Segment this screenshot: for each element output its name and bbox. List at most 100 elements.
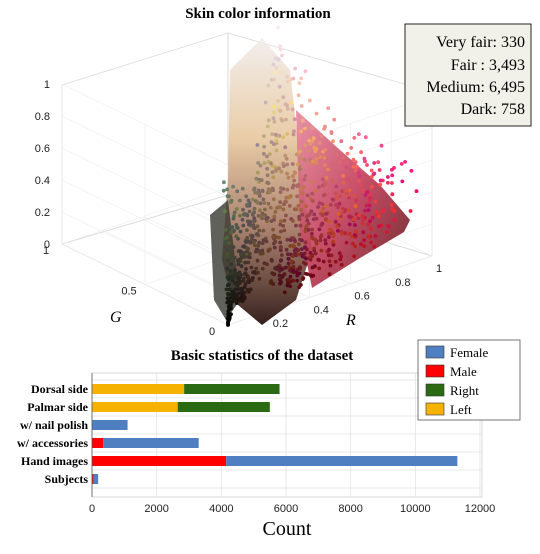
scatter-point — [296, 93, 301, 98]
scatter-point — [273, 70, 277, 75]
scatter-point — [353, 244, 358, 249]
scatter-point — [272, 119, 277, 124]
scatter-point — [252, 270, 257, 275]
scatter-point — [336, 211, 341, 216]
scatter-point — [244, 194, 249, 199]
scatter-point — [231, 184, 236, 189]
scatter-point — [231, 245, 236, 250]
scatter-point — [326, 167, 330, 172]
scatter-point — [376, 214, 381, 219]
scatter-point — [340, 231, 344, 236]
scatter-point — [242, 296, 247, 301]
scatter-point — [319, 134, 324, 139]
scatter-point — [321, 193, 326, 198]
scatter-point — [242, 254, 247, 259]
scatter-point — [274, 267, 279, 271]
scatter-point — [243, 282, 248, 287]
scatter-point — [353, 168, 358, 173]
scatter-point — [347, 195, 351, 200]
scatter-point — [285, 187, 290, 192]
scatter-point — [301, 276, 306, 280]
scatter-point — [294, 223, 298, 228]
scatter-point — [259, 178, 264, 183]
scatter-point — [240, 186, 245, 191]
scatter-point — [300, 156, 304, 161]
scatter-point — [282, 228, 287, 233]
scatter-point — [286, 277, 291, 282]
g-tick-label: 0.5 — [121, 286, 136, 298]
scatter-point — [390, 173, 395, 178]
scatter-point — [351, 164, 356, 169]
scatter-point — [370, 215, 375, 220]
scatter-point — [256, 161, 260, 165]
scatter-point — [229, 198, 234, 203]
scatter-point — [285, 106, 290, 111]
scatter-point — [226, 255, 231, 259]
scatter-point — [281, 95, 286, 100]
scatter-point — [272, 245, 277, 250]
scatter-point — [232, 272, 237, 277]
scatter-point — [386, 175, 390, 179]
scatter-point — [297, 81, 302, 86]
scatter-point — [268, 205, 273, 210]
scatter-point — [288, 244, 293, 248]
scatter-point — [260, 188, 265, 193]
b-tick-label: 0.6 — [35, 143, 50, 155]
scatter-point — [290, 107, 295, 112]
scatter-point — [363, 193, 368, 197]
scatter-point — [277, 84, 282, 89]
scatter-point — [255, 232, 259, 236]
scatter-point — [317, 185, 321, 190]
bar-male — [92, 438, 104, 448]
scatter-point — [300, 254, 305, 259]
scatter-point — [308, 273, 313, 278]
scatter-point — [229, 312, 233, 316]
scatter-point — [279, 169, 284, 174]
scatter-point — [327, 235, 331, 240]
scatter-point — [336, 228, 340, 233]
scatter-point — [337, 201, 342, 206]
scatter-point — [326, 231, 331, 236]
scatter-point — [269, 219, 274, 224]
scatter-point — [271, 241, 276, 246]
scatter-point — [291, 236, 296, 241]
scatter-point — [338, 194, 342, 198]
scatter-title: Skin color information — [185, 6, 331, 22]
scatter-point — [271, 197, 276, 202]
scatter-point — [245, 202, 249, 207]
scatter-point — [333, 259, 338, 264]
scatter-point — [306, 228, 311, 232]
bar-right — [177, 402, 270, 412]
scatter-point — [242, 272, 247, 276]
scatter-point — [316, 153, 321, 158]
scatter-point — [301, 123, 306, 128]
scatter-point — [285, 171, 289, 176]
scatter-point — [341, 181, 346, 185]
scatter-point — [264, 216, 268, 221]
scatter-point — [349, 146, 354, 150]
scatter-point — [361, 230, 366, 235]
scatter-point — [278, 281, 283, 286]
scatter-point — [283, 153, 288, 158]
scatter-point — [228, 306, 233, 311]
scatter-point — [313, 251, 318, 256]
scatter-point — [238, 229, 243, 234]
scatter-point — [226, 283, 230, 287]
scatter-point — [245, 236, 250, 240]
scatter-point — [277, 277, 282, 282]
scatter-point — [271, 110, 276, 115]
bar-x-tick-label: 2000 — [144, 503, 168, 515]
scatter-point — [305, 214, 309, 219]
scatter-point — [369, 168, 374, 173]
scatter-point — [327, 272, 332, 277]
scatter-point — [269, 279, 273, 283]
scatter-point — [357, 179, 361, 184]
scatter-point — [341, 156, 346, 160]
scatter-point — [307, 138, 311, 143]
scatter-point — [378, 178, 383, 183]
scatter-point — [363, 208, 367, 213]
scatter-point — [248, 223, 253, 228]
bar-legend: Female Male Right Left — [417, 339, 521, 421]
scatter-point — [240, 299, 245, 304]
scatter-point — [256, 214, 261, 218]
